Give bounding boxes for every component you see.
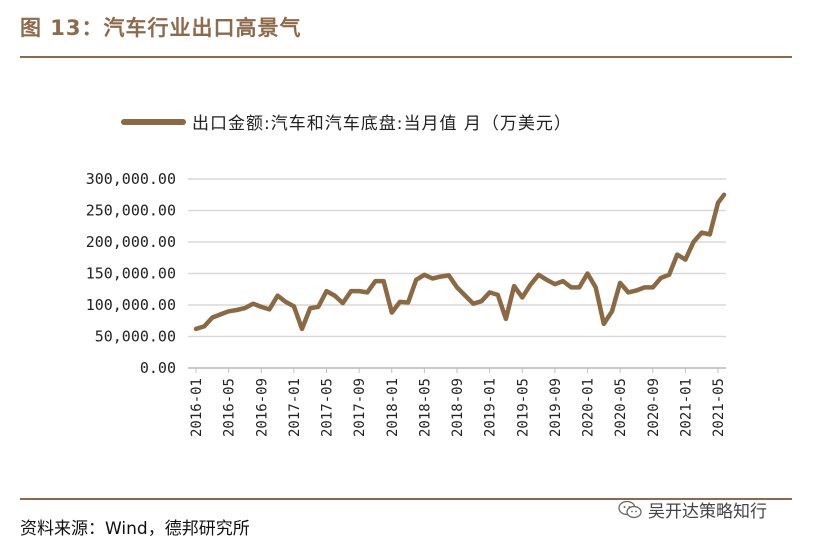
x-tick-label: 2017-05 [320,378,336,437]
title-divider [20,56,792,58]
x-tick-label: 2016-01 [189,378,205,437]
footer-divider [20,498,792,500]
y-tick-label: 200,000.00 [86,233,176,251]
x-tick-label: 2019-01 [483,378,499,437]
y-tick-label: 0.00 [140,359,176,377]
y-tick-label: 50,000.00 [95,328,176,346]
x-tick-label: 2021-05 [711,378,727,437]
x-tick-label: 2020-05 [613,378,629,437]
line-chart: 0.00 50,000.00 100,000.00 150,000.00 200,000… [86,114,727,437]
watermark-text: 吴开达策略知行 [648,502,767,522]
watermark: 吴开达策略知行 [618,497,767,522]
x-tick-label: 2019-05 [515,378,531,437]
figure-title: 图 13：汽车行业出口高景气 [20,16,302,40]
source-note: 资料来源：Wind，德邦研究所 [20,519,250,539]
x-tick-label: 2017-09 [352,378,368,437]
y-tick-label: 250,000.00 [86,202,176,220]
y-tick-label: 150,000.00 [86,265,176,283]
y-tick-label: 300,000.00 [86,170,176,188]
wechat-icon [618,500,642,518]
x-tick-label: 2020-09 [646,378,662,437]
x-tick-label: 2016-09 [254,378,270,437]
y-tick-label: 100,000.00 [86,296,176,314]
x-tick-label: 2016-05 [222,378,238,437]
x-tick-label: 2018-09 [450,378,466,437]
x-tick-label: 2020-01 [581,378,597,437]
x-tick-label: 2018-05 [417,378,433,437]
legend-label: 出口金额:汽车和汽车底盘:当月值 月（万美元） [192,114,572,134]
x-tick-label: 2019-09 [548,378,564,437]
x-tick-label: 2018-01 [385,378,401,437]
x-tick-label: 2021-01 [678,378,694,437]
x-tick-label: 2017-01 [287,378,303,437]
series-line [193,192,727,332]
